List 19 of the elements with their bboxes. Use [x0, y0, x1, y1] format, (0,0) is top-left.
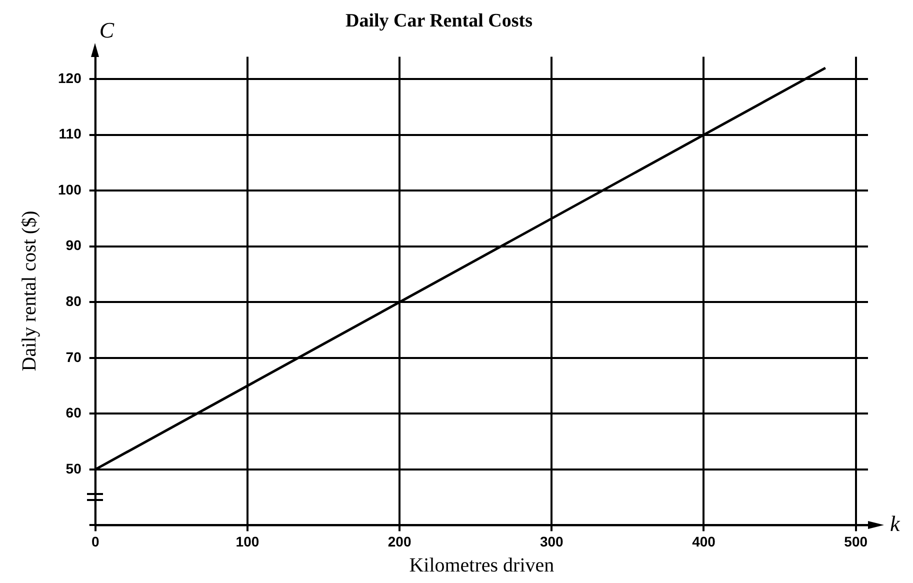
y-tick-label: 80	[66, 293, 82, 310]
y-axis-title: Daily rental cost ($)	[18, 210, 40, 372]
chart-title: Daily Car Rental Costs	[345, 10, 533, 32]
x-tick-label: 100	[236, 533, 260, 550]
y-tick-label: 110	[58, 126, 82, 142]
x-tick-label: 200	[388, 533, 412, 550]
y-tick-label: 120	[58, 70, 82, 86]
x-tick-label: 0	[91, 533, 100, 550]
text: C	[99, 18, 114, 43]
x-tick-label: 300	[540, 533, 564, 550]
x-tick-label: 500	[844, 533, 868, 550]
y-tick-label: 60	[66, 404, 82, 421]
text: k	[890, 510, 901, 536]
y-tick-label: 90	[66, 237, 82, 254]
x-tick-label: 400	[692, 533, 716, 550]
y-tick-label: 50	[66, 460, 82, 476]
x-axis-title: Kilometres driven	[409, 554, 554, 576]
y-tick-label: 100	[58, 181, 82, 198]
y-tick-label: 70	[66, 348, 82, 365]
